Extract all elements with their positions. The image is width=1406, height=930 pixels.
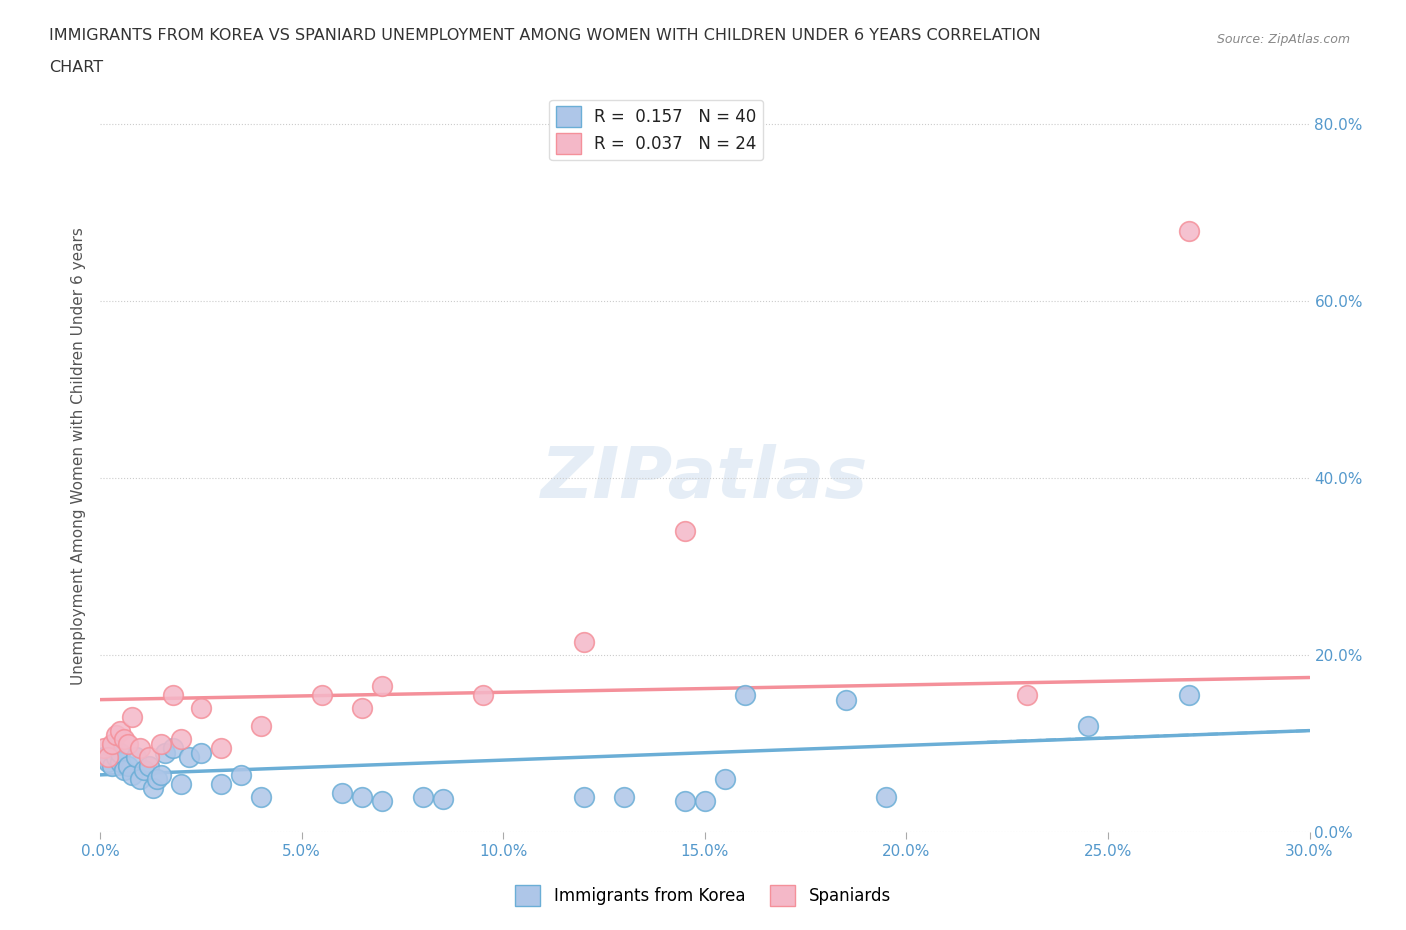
Point <box>149 767 172 782</box>
Point <box>714 772 737 787</box>
Point <box>1077 719 1099 734</box>
Point <box>177 750 200 764</box>
Legend: R =  0.157   N = 40, R =  0.037   N = 24: R = 0.157 N = 40, R = 0.037 N = 24 <box>550 100 763 160</box>
Point <box>97 754 120 769</box>
Point <box>145 772 167 787</box>
Point <box>129 772 152 787</box>
Point <box>110 745 132 760</box>
Point <box>613 790 636 804</box>
Legend: Immigrants from Korea, Spaniards: Immigrants from Korea, Spaniards <box>509 879 897 912</box>
Point <box>231 767 253 782</box>
Point <box>105 750 128 764</box>
Point <box>352 790 374 804</box>
Point <box>170 732 193 747</box>
Point <box>170 777 193 791</box>
Point <box>121 767 143 782</box>
Point <box>250 719 273 734</box>
Point <box>330 785 353 800</box>
Point <box>101 759 124 774</box>
Text: ZIPatlas: ZIPatlas <box>541 445 869 513</box>
Point <box>371 679 394 694</box>
Point <box>412 790 434 804</box>
Point <box>141 780 163 795</box>
Text: CHART: CHART <box>49 60 103 75</box>
Point <box>129 741 152 756</box>
Point <box>190 745 212 760</box>
Point <box>101 737 124 751</box>
Point <box>125 750 148 764</box>
Point <box>673 794 696 809</box>
Point <box>121 710 143 724</box>
Point <box>572 790 595 804</box>
Point <box>209 741 232 756</box>
Point <box>110 754 132 769</box>
Point <box>138 759 160 774</box>
Point <box>673 524 696 538</box>
Point <box>734 688 756 703</box>
Point <box>93 750 115 764</box>
Point <box>97 750 120 764</box>
Point <box>134 763 156 777</box>
Point <box>112 732 135 747</box>
Point <box>250 790 273 804</box>
Point <box>110 724 132 738</box>
Text: IMMIGRANTS FROM KOREA VS SPANIARD UNEMPLOYMENT AMONG WOMEN WITH CHILDREN UNDER 6: IMMIGRANTS FROM KOREA VS SPANIARD UNEMPL… <box>49 28 1040 43</box>
Point <box>117 737 139 751</box>
Point <box>371 794 394 809</box>
Point <box>1177 688 1199 703</box>
Point <box>572 634 595 649</box>
Point <box>149 737 172 751</box>
Point <box>1177 223 1199 238</box>
Point <box>209 777 232 791</box>
Point <box>693 794 716 809</box>
Point <box>875 790 897 804</box>
Point <box>162 688 184 703</box>
Point <box>1017 688 1039 703</box>
Point <box>190 701 212 716</box>
Point <box>432 791 454 806</box>
Point <box>162 741 184 756</box>
Y-axis label: Unemployment Among Women with Children Under 6 years: Unemployment Among Women with Children U… <box>72 227 86 685</box>
Point <box>93 741 115 756</box>
Point <box>472 688 495 703</box>
Point <box>311 688 333 703</box>
Point <box>153 745 176 760</box>
Point <box>117 759 139 774</box>
Point <box>112 763 135 777</box>
Point <box>105 727 128 742</box>
Point <box>352 701 374 716</box>
Text: Source: ZipAtlas.com: Source: ZipAtlas.com <box>1216 33 1350 46</box>
Point <box>835 692 858 707</box>
Point <box>138 750 160 764</box>
Point <box>101 741 124 756</box>
